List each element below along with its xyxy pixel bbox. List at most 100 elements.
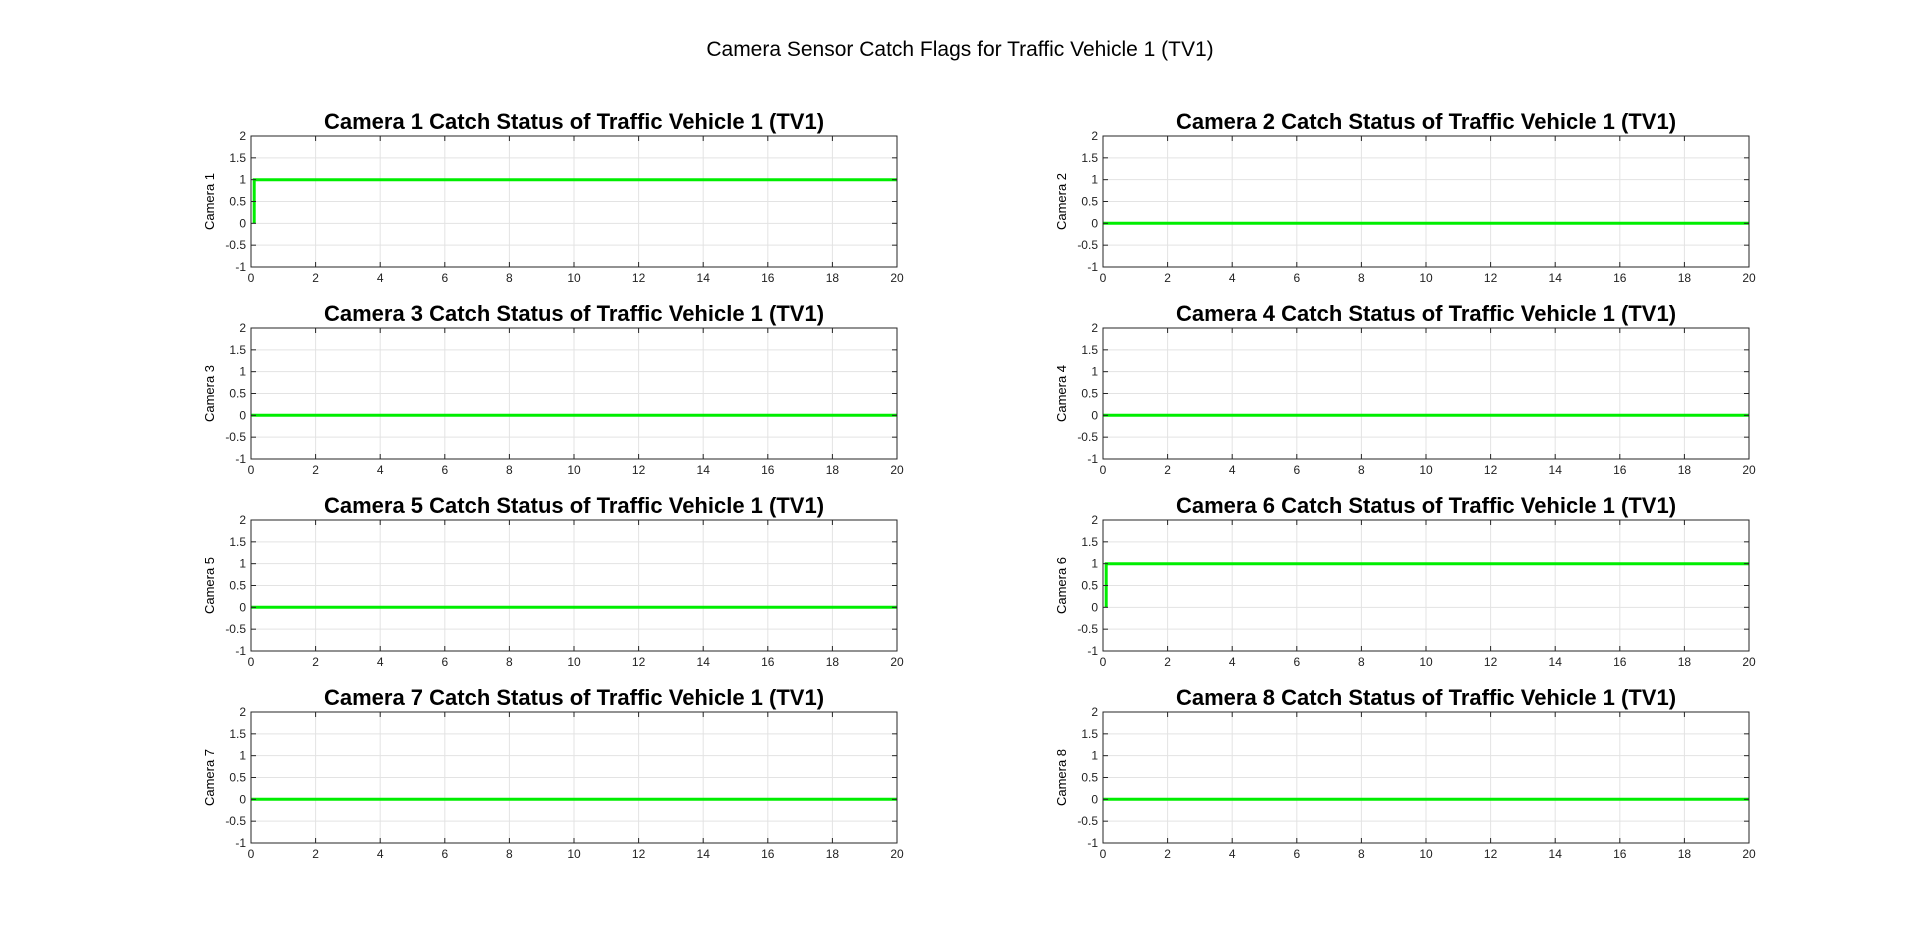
x-tick-label: 18: [1678, 271, 1692, 285]
y-tick-label: 0: [239, 600, 246, 614]
x-tick-label: 2: [312, 847, 319, 861]
x-tick-label: 20: [890, 655, 904, 669]
x-tick-label: 6: [441, 271, 448, 285]
y-tick-label: 1.5: [229, 343, 246, 357]
x-tick-label: 8: [1358, 271, 1365, 285]
y-tick-label: 1.5: [229, 151, 246, 165]
y-tick-label: 0: [1091, 600, 1098, 614]
x-tick-label: 12: [1484, 463, 1498, 477]
subplot-camera-8: 0 2 4 6 8 10 12 14 16 18 20 -1 -0.5 0 0.5 1 1.5 2 Camera 8…: [1054, 685, 1756, 861]
x-tick-label: 8: [1358, 847, 1365, 861]
x-tick-label: 0: [1100, 463, 1107, 477]
x-tick-label: 18: [826, 847, 840, 861]
y-tick-label: 1.5: [1081, 343, 1098, 357]
x-tick-label: 4: [377, 271, 384, 285]
y-tick-label: 0.5: [229, 195, 246, 209]
subplot-title: Camera 1 Catch Status of Traffic Vehicle…: [324, 109, 824, 134]
subplot-title: Camera 4 Catch Status of Traffic Vehicle…: [1176, 301, 1676, 326]
x-tick-label: 14: [1549, 271, 1563, 285]
x-tick-label: 12: [632, 847, 646, 861]
x-tick-label: 20: [890, 463, 904, 477]
y-axis-label: Camera 8: [1054, 749, 1069, 806]
x-tick-label: 8: [506, 847, 513, 861]
y-tick-label: -0.5: [1077, 430, 1098, 444]
x-tick-label: 6: [441, 655, 448, 669]
subplot-camera-2: 0 2 4 6 8 10 12 14 16 18 20 -1 -0.5 0 0.5 1 1.5 2 Camera 2…: [1054, 109, 1756, 285]
x-tick-label: 0: [248, 847, 255, 861]
y-tick-label: 1: [1091, 749, 1098, 763]
x-tick-label: 16: [761, 271, 775, 285]
x-tick-label: 14: [1549, 847, 1563, 861]
subplot-title: Camera 7 Catch Status of Traffic Vehicle…: [324, 685, 824, 710]
y-tick-label: -0.5: [225, 814, 246, 828]
y-tick-label: 1.5: [1081, 727, 1098, 741]
y-tick-label: -1: [1087, 644, 1098, 658]
x-tick-label: 6: [1293, 271, 1300, 285]
x-tick-label: 0: [1100, 847, 1107, 861]
y-axis-label: Camera 1: [202, 173, 217, 230]
y-tick-label: 1: [239, 557, 246, 571]
x-tick-label: 10: [1419, 655, 1433, 669]
x-tick-label: 2: [312, 463, 319, 477]
x-tick-label: 16: [1613, 847, 1627, 861]
y-tick-label: 0.5: [1081, 771, 1098, 785]
x-tick-label: 12: [1484, 847, 1498, 861]
x-tick-label: 18: [1678, 463, 1692, 477]
x-tick-label: 2: [1164, 463, 1171, 477]
y-tick-label: 1.5: [229, 535, 246, 549]
x-tick-label: 10: [567, 463, 581, 477]
x-tick-label: 8: [1358, 463, 1365, 477]
subplot-title: Camera 2 Catch Status of Traffic Vehicle…: [1176, 109, 1676, 134]
x-tick-label: 16: [1613, 463, 1627, 477]
x-tick-label: 14: [697, 655, 711, 669]
x-tick-label: 20: [1742, 271, 1756, 285]
x-tick-label: 20: [1742, 463, 1756, 477]
x-tick-label: 16: [1613, 271, 1627, 285]
y-tick-label: 2: [239, 321, 246, 335]
x-tick-label: 16: [1613, 655, 1627, 669]
y-axis-label: Camera 4: [1054, 365, 1069, 422]
subplot-camera-1: 0 2 4 6 8 10 12 14 16 18 20 -1 -0.5 0 0.5 1 1.5 2 Camera 1…: [202, 109, 904, 285]
x-tick-label: 0: [1100, 271, 1107, 285]
y-tick-label: 1.5: [1081, 151, 1098, 165]
x-tick-label: 14: [1549, 463, 1563, 477]
y-tick-label: -0.5: [1077, 238, 1098, 252]
figure-suptitle: Camera Sensor Catch Flags for Traffic Ve…: [706, 38, 1213, 61]
x-tick-label: 18: [826, 655, 840, 669]
x-tick-label: 14: [1549, 655, 1563, 669]
x-tick-label: 6: [1293, 847, 1300, 861]
y-tick-label: 1: [1091, 173, 1098, 187]
x-tick-label: 0: [248, 271, 255, 285]
x-tick-label: 14: [697, 847, 711, 861]
x-tick-label: 20: [1742, 847, 1756, 861]
y-tick-label: 2: [239, 513, 246, 527]
x-tick-label: 2: [1164, 271, 1171, 285]
x-tick-label: 8: [506, 271, 513, 285]
y-tick-label: 1: [239, 365, 246, 379]
x-tick-label: 16: [761, 847, 775, 861]
y-tick-label: 2: [239, 705, 246, 719]
x-tick-label: 6: [1293, 463, 1300, 477]
x-tick-label: 8: [1358, 655, 1365, 669]
y-tick-label: -0.5: [225, 238, 246, 252]
y-tick-label: -1: [235, 260, 246, 274]
y-tick-label: 1: [1091, 557, 1098, 571]
x-tick-label: 18: [1678, 847, 1692, 861]
x-tick-label: 20: [890, 271, 904, 285]
subplot-camera-6: 0 2 4 6 8 10 12 14 16 18 20 -1 -0.5 0 0.5 1 1.5 2 Camera 6…: [1054, 493, 1756, 669]
y-tick-label: -0.5: [225, 622, 246, 636]
y-tick-label: -0.5: [225, 430, 246, 444]
x-tick-label: 4: [377, 655, 384, 669]
y-tick-label: 0.5: [229, 387, 246, 401]
subplot-camera-3: 0 2 4 6 8 10 12 14 16 18 20 -1 -0.5 0 0.5 1 1.5 2 Camera 3…: [202, 301, 904, 477]
y-tick-label: 2: [1091, 705, 1098, 719]
x-tick-label: 14: [697, 271, 711, 285]
subplot-camera-7: 0 2 4 6 8 10 12 14 16 18 20 -1 -0.5 0 0.5 1 1.5 2 Camera 7…: [202, 685, 904, 861]
y-tick-label: 1: [239, 749, 246, 763]
x-tick-label: 8: [506, 463, 513, 477]
x-tick-label: 18: [826, 271, 840, 285]
y-tick-label: 0: [1091, 408, 1098, 422]
y-axis-label: Camera 2: [1054, 173, 1069, 230]
y-tick-label: -1: [235, 836, 246, 850]
y-tick-label: 0.5: [1081, 387, 1098, 401]
